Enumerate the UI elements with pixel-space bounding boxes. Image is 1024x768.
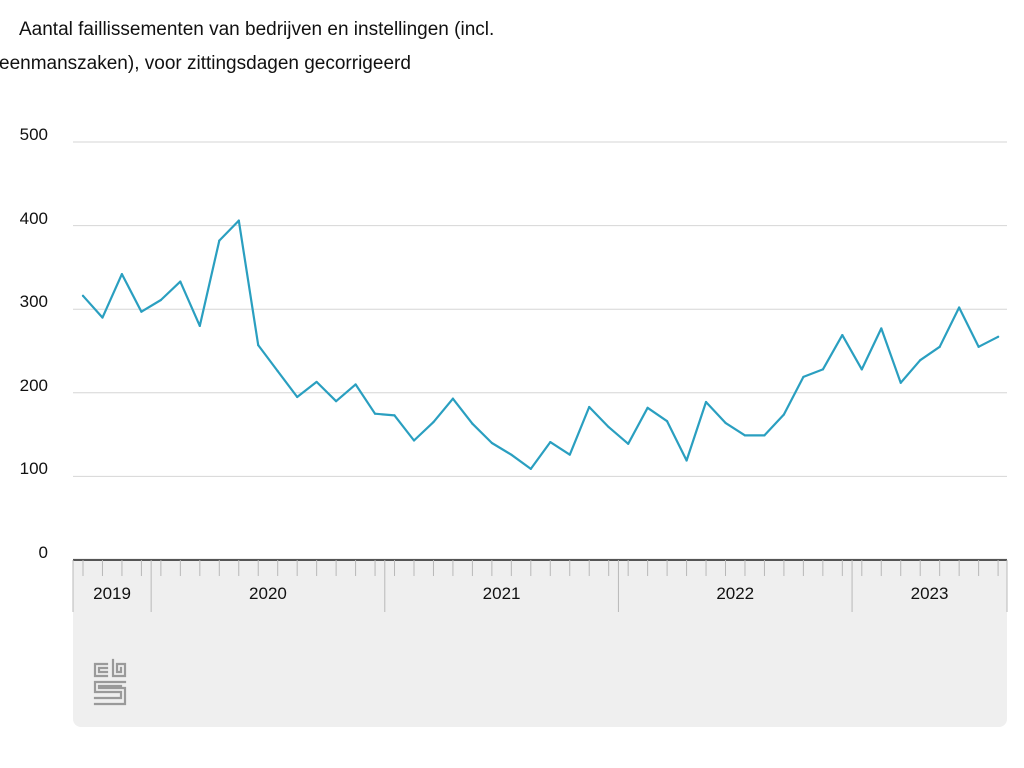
data-point-2021-02 <box>412 439 416 442</box>
data-point-2022-10 <box>802 375 805 379</box>
data-point-2023-08 <box>996 335 1000 338</box>
data-points <box>81 219 1000 470</box>
year-label-2023: 2023 <box>910 584 949 603</box>
x-axis <box>72 559 1008 612</box>
y-tick-label: 100 <box>19 459 48 479</box>
data-point-2019-12 <box>140 310 143 313</box>
year-label-2020: 2020 <box>249 584 287 603</box>
data-point-2020-11 <box>354 383 357 386</box>
data-point-2022-04 <box>685 459 688 462</box>
y-tick-label: 0 <box>38 543 48 562</box>
data-point-2022-02 <box>646 406 649 409</box>
data-point-2022-06 <box>724 421 727 424</box>
data-point-2019-10 <box>101 316 104 319</box>
y-tick-label: 400 <box>19 208 48 228</box>
data-point-2021-09 <box>549 441 552 444</box>
data-point-2023-03 <box>899 381 902 384</box>
data-point-2023-04 <box>919 359 922 362</box>
data-point-2023-05 <box>938 345 941 348</box>
data-point-2021-12 <box>607 425 610 429</box>
grid-lines <box>73 141 1007 477</box>
year-label-2021: 2021 <box>482 584 521 603</box>
data-point-2020-12 <box>373 412 377 415</box>
y-tick-label: 200 <box>19 375 48 395</box>
data-point-2022-03 <box>666 420 669 423</box>
data-point-2022-12 <box>841 334 844 337</box>
data-point-2020-08 <box>296 395 299 399</box>
data-point-2020-10 <box>335 400 338 403</box>
data-point-2019-11 <box>120 272 124 276</box>
data-point-2019-09 <box>81 294 85 297</box>
data-point-2021-10 <box>568 453 571 456</box>
data-point-2020-09 <box>315 380 318 384</box>
series-line <box>81 219 1000 470</box>
data-point-2021-01 <box>393 414 396 417</box>
data-point-2021-05 <box>471 422 474 425</box>
year-label-2019: 2019 <box>93 584 131 603</box>
y-tick-label: 500 <box>19 125 48 144</box>
data-point-2020-03 <box>198 324 201 328</box>
data-point-2020-04 <box>218 239 221 242</box>
year-label-2022: 2022 <box>716 584 755 603</box>
data-point-2020-05 <box>237 219 240 222</box>
data-point-2021-03 <box>432 420 435 424</box>
data-point-2022-01 <box>627 442 630 445</box>
data-point-2022-08 <box>763 434 766 437</box>
data-point-2023-06 <box>958 306 961 309</box>
data-point-2021-07 <box>510 453 513 456</box>
data-point-2023-07 <box>977 345 980 348</box>
cbs-logo-icon <box>93 658 127 711</box>
data-point-2022-09 <box>782 413 786 416</box>
chart-title-line-1: Aantal faillissementen van bedrijven en … <box>19 19 495 40</box>
data-point-2020-02 <box>179 280 182 283</box>
data-point-2021-06 <box>490 441 493 445</box>
data-point-2021-11 <box>588 405 591 409</box>
y-tick-label: 300 <box>19 292 48 312</box>
data-point-2020-01 <box>159 298 162 302</box>
data-point-2023-01 <box>860 368 863 371</box>
data-point-2021-04 <box>451 397 455 400</box>
data-point-2022-05 <box>704 400 708 404</box>
data-point-2022-11 <box>821 368 824 371</box>
chart-title-line-2: eenmanszaken), voor zittingsdagen gecorr… <box>0 53 411 74</box>
data-point-2020-06 <box>257 344 260 347</box>
data-point-2021-08 <box>529 467 532 470</box>
data-point-2023-02 <box>880 327 883 330</box>
data-point-2022-07 <box>743 434 747 437</box>
x-axis-panel <box>73 558 1007 727</box>
data-point-2020-07 <box>276 369 279 373</box>
